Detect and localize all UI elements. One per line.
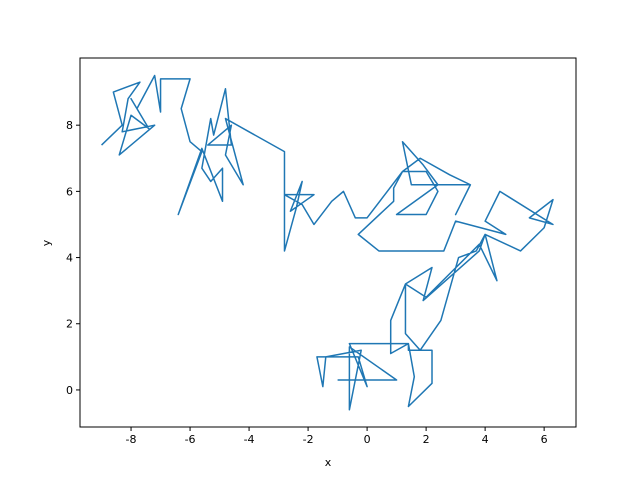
y-tick-label: 2: [66, 318, 73, 331]
x-tick-label: 4: [482, 433, 489, 446]
y-tick-label: 4: [66, 252, 73, 265]
x-tick-label: 6: [541, 433, 548, 446]
x-tick-label: 2: [423, 433, 430, 446]
x-tick-label: -2: [303, 433, 314, 446]
y-tick-label: 0: [66, 384, 73, 397]
x-axis-label: x: [325, 456, 332, 469]
x-tick-label: -6: [185, 433, 196, 446]
x-tick-label: 0: [364, 433, 371, 446]
y-tick-label: 8: [66, 119, 73, 132]
y-axis-label: y: [40, 239, 53, 246]
y-tick-label: 6: [66, 185, 73, 198]
plot-frame: [79, 57, 577, 428]
x-tick-label: -4: [244, 433, 255, 446]
line: [101, 74, 554, 411]
x-tick-label: -8: [126, 433, 137, 446]
